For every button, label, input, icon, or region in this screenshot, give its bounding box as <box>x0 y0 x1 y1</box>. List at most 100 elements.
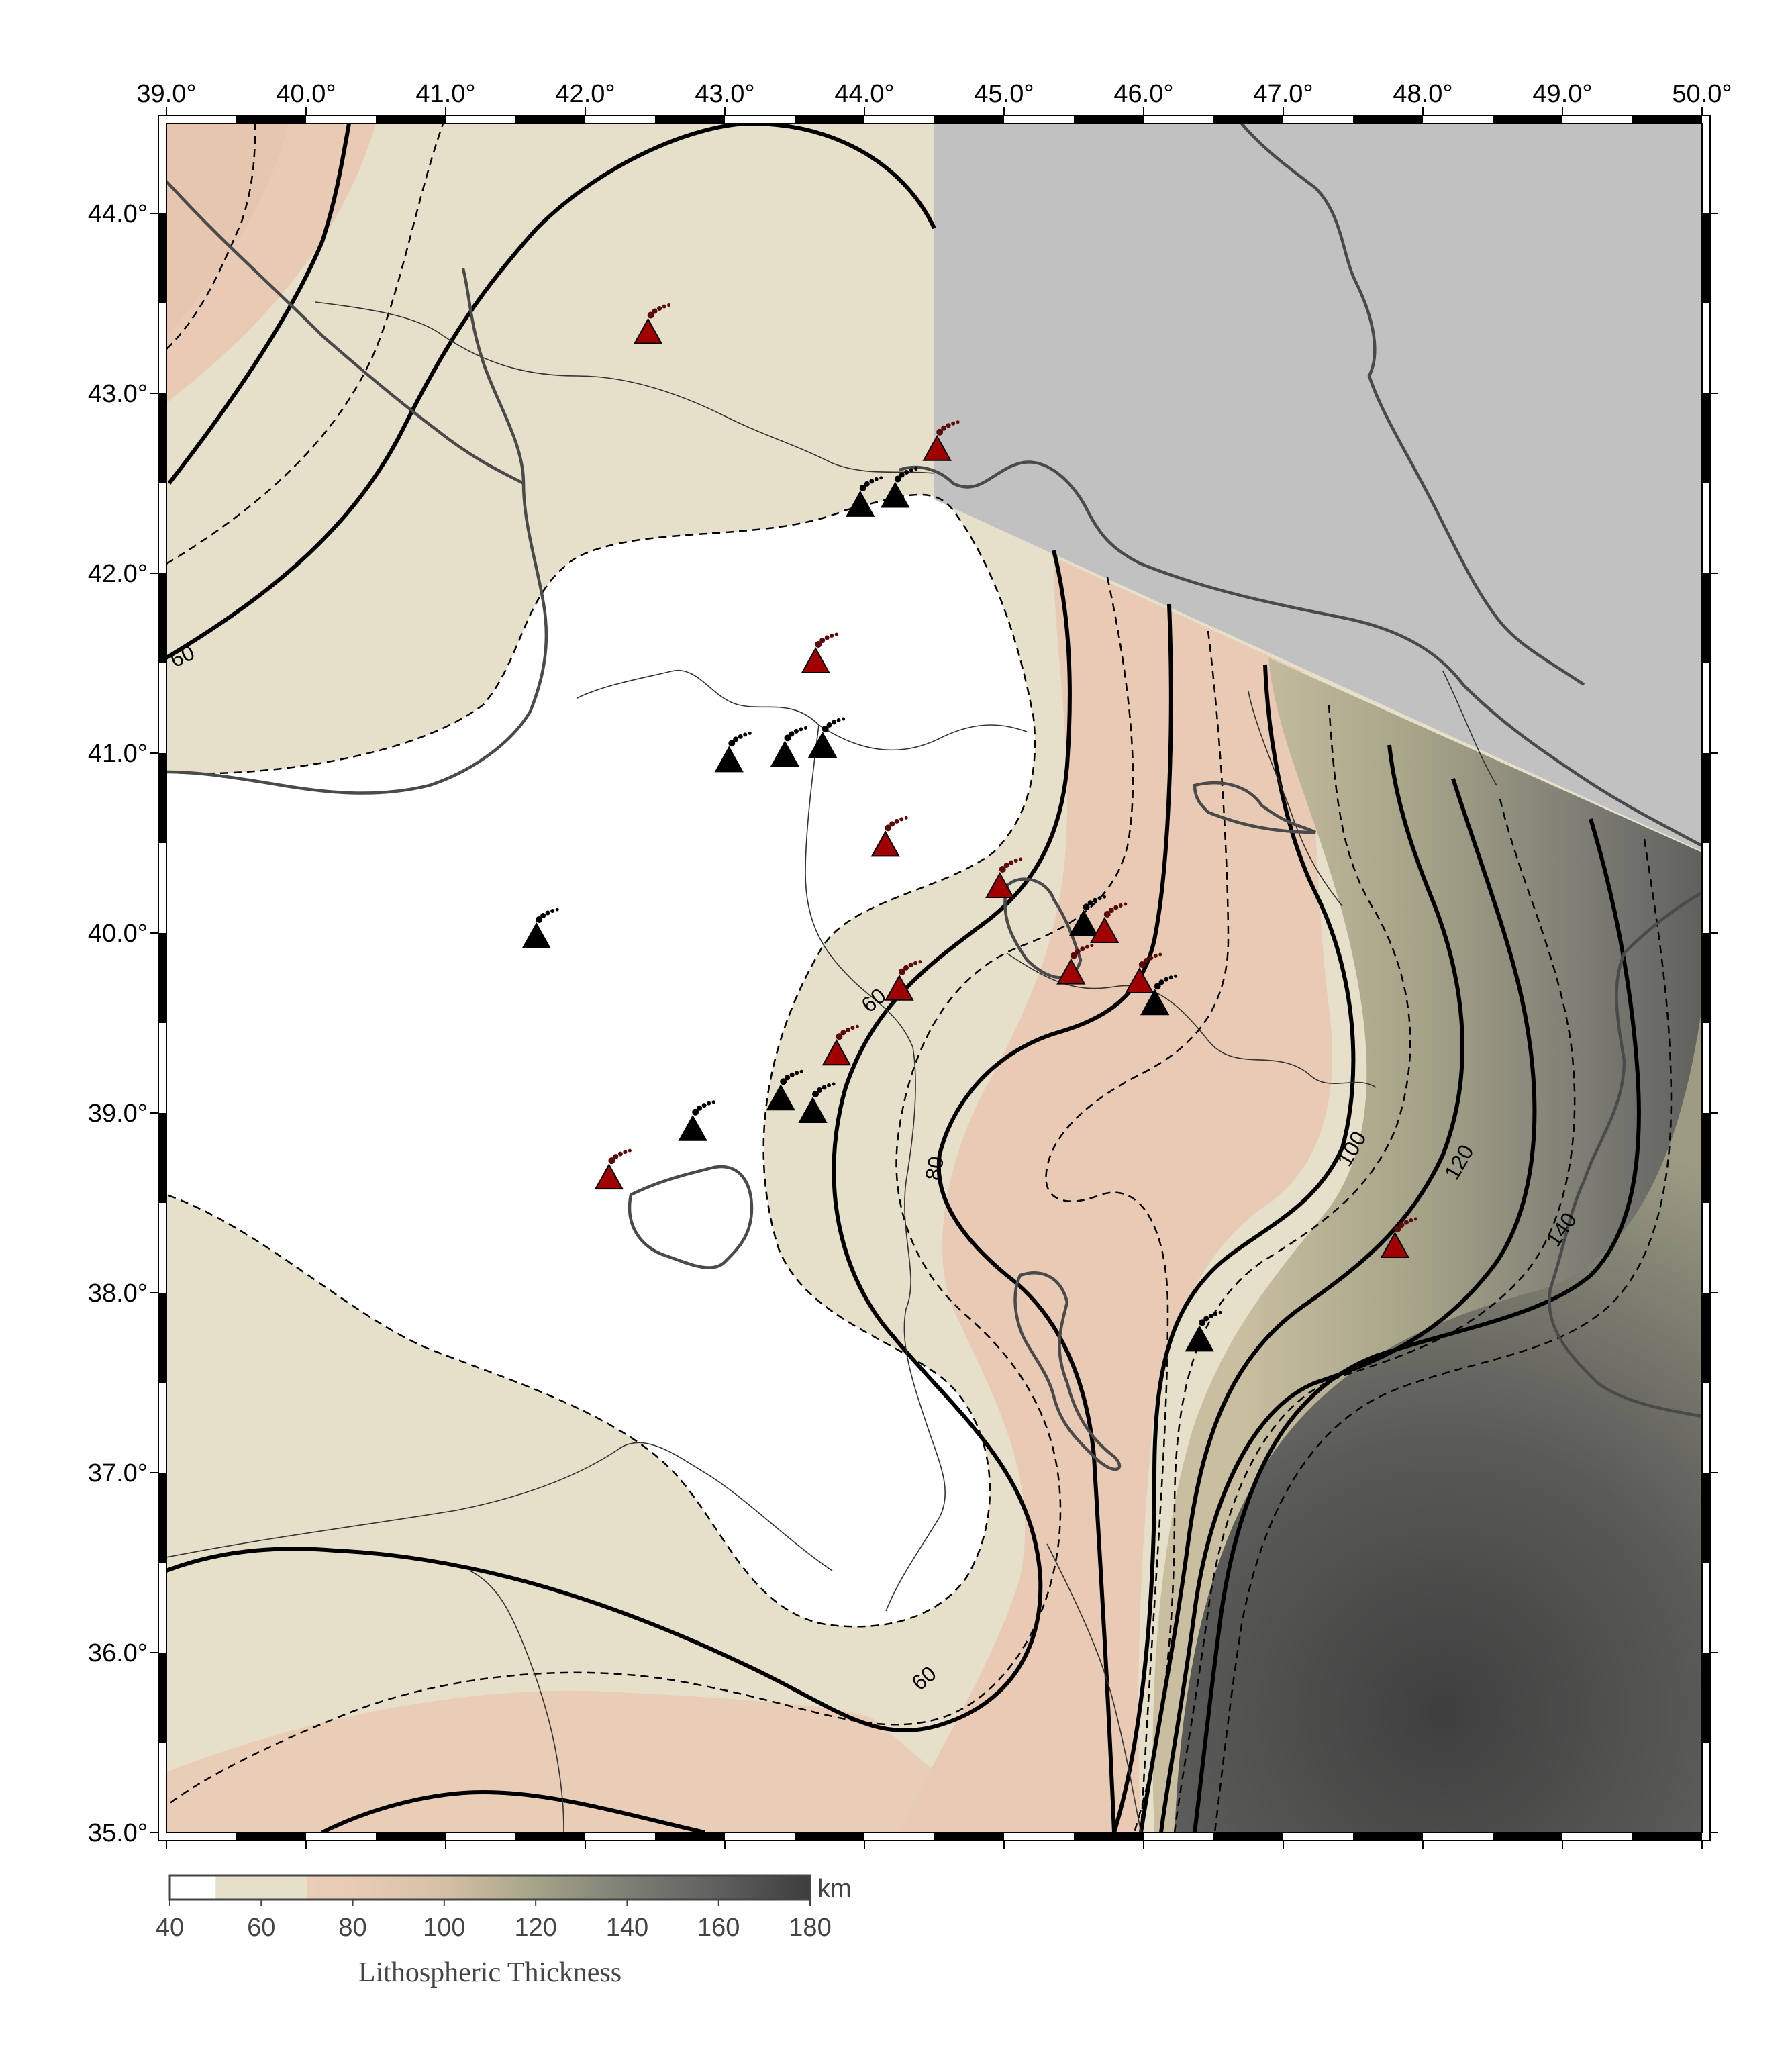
lat-tick-label: 37.0° <box>88 1459 148 1487</box>
volcano-red-icon <box>885 960 922 1001</box>
colorbar-tick-label: 60 <box>247 1914 275 1942</box>
thin-zone-white <box>166 494 1035 1627</box>
lon-tick-label: 42.0° <box>555 80 615 108</box>
frame-segment <box>1702 393 1710 483</box>
frame-segment <box>1213 1832 1283 1841</box>
frame-segment <box>1702 1113 1710 1203</box>
frame-segment <box>1632 1832 1702 1841</box>
frame-segment <box>1353 115 1423 124</box>
frame-segment <box>1493 115 1562 124</box>
frame-segment <box>376 115 446 124</box>
dark-zone-se <box>1175 1007 1702 1832</box>
frame-segment <box>158 933 166 1023</box>
volcano-black-icon <box>1068 895 1107 936</box>
colorbar-gradient <box>168 1874 811 1901</box>
colorbar-tick-label: 140 <box>606 1914 648 1942</box>
frame-segment <box>1493 1832 1562 1841</box>
lat-tick-label: 36.0° <box>88 1639 148 1667</box>
lon-tick-label: 44.0° <box>834 80 894 108</box>
lat-tick-label: 39.0° <box>88 1099 148 1128</box>
contours-minor <box>166 124 1673 1832</box>
frame-segment <box>795 1832 864 1841</box>
volcano-red-icon <box>922 420 960 461</box>
colorbar-tick-label: 40 <box>156 1914 184 1942</box>
colorbar-tick-label: 180 <box>789 1914 831 1942</box>
lon-tick-label: 48.0° <box>1393 80 1452 108</box>
lat-tick-label: 44.0° <box>88 200 148 228</box>
colorbar: 40 60 80 100 120 140 160 180 km Lithospheric Th… <box>156 1874 852 1988</box>
frame-segment <box>158 573 166 663</box>
volcano-layer <box>521 303 1417 1352</box>
frame-segment <box>158 393 166 483</box>
volcano-black-icon <box>714 731 752 773</box>
volcano-red-icon <box>1090 902 1128 943</box>
frame-segment <box>236 115 306 124</box>
frame-segment <box>1353 1832 1423 1841</box>
peach-zone-central <box>899 557 1333 1832</box>
volcano-black-icon <box>766 1069 803 1111</box>
frame-segment <box>158 753 166 843</box>
colorbar-tick-label: 120 <box>514 1914 556 1942</box>
volcano-black-icon <box>521 908 559 949</box>
frame-segment <box>1702 753 1710 843</box>
lat-tick-label: 42.0° <box>88 560 148 588</box>
volcano-red-icon <box>1380 1217 1417 1258</box>
frame-segment <box>158 1473 166 1563</box>
frame-segment <box>1702 1473 1710 1563</box>
frame-segment <box>1632 115 1702 124</box>
volcano-red-icon <box>985 857 1023 898</box>
colorbar-title: Lithospheric Thickness <box>358 1957 621 1988</box>
contours-major <box>166 124 1641 1832</box>
colorbar-tick-label: 80 <box>338 1914 366 1942</box>
colorbar-unit: km <box>817 1875 852 1903</box>
lat-tick-label: 38.0° <box>88 1279 148 1308</box>
volcano-red-icon <box>1125 952 1162 994</box>
frame-segment <box>236 1832 306 1841</box>
frame-segment <box>1702 213 1710 303</box>
frame-segment <box>934 1832 1004 1841</box>
volcano-black-icon <box>770 726 807 767</box>
volcano-black-icon <box>678 1100 715 1141</box>
lat-tick-label: 40.0° <box>88 920 148 948</box>
frame-segment <box>376 1832 446 1841</box>
volcano-black-icon <box>881 467 918 508</box>
frame-segment <box>158 1293 166 1383</box>
lon-tick-label: 41.0° <box>415 80 475 108</box>
map-frame <box>158 115 1711 1841</box>
volcano-red-icon <box>594 1148 632 1190</box>
longitude-labels: 39.0° 40.0° 41.0° 42.0° 43.0° 44.0° 45.0° 46.0°… <box>136 80 1732 1849</box>
lat-tick-label: 43.0° <box>88 380 148 408</box>
frame-segment <box>1702 573 1710 663</box>
frame-segment <box>1702 1653 1710 1743</box>
colorbar-tick-label: 160 <box>697 1914 740 1942</box>
frame-segment <box>795 115 864 124</box>
coastlines <box>166 124 1702 1471</box>
volcano-red-icon <box>801 632 838 673</box>
lon-tick-label: 45.0° <box>974 80 1034 108</box>
thickness-field <box>166 124 1702 1832</box>
lon-tick-label: 43.0° <box>695 80 754 108</box>
frame-segment <box>655 115 725 124</box>
peach-zone-south <box>166 1690 1007 1832</box>
lon-tick-label: 46.0° <box>1113 80 1173 108</box>
lon-tick-label: 49.0° <box>1532 80 1592 108</box>
frame-segment <box>1074 115 1144 124</box>
volcano-black-icon <box>846 476 883 517</box>
frame-segment <box>158 1653 166 1743</box>
frame-segment <box>158 213 166 303</box>
lat-tick-label: 35.0° <box>88 1819 148 1847</box>
frame-segment <box>934 115 1004 124</box>
volcano-red-icon <box>633 303 671 344</box>
frame-segment <box>1074 1832 1144 1841</box>
country-borders <box>166 301 1497 1832</box>
volcano-red-icon <box>822 1024 859 1066</box>
lon-tick-label: 50.0° <box>1672 80 1732 108</box>
frame-segment <box>515 115 585 124</box>
lon-tick-label: 40.0° <box>276 80 336 108</box>
frame-segment <box>158 1113 166 1203</box>
contour-label-80: 80 <box>920 1155 948 1182</box>
frame-segment <box>1702 933 1710 1023</box>
volcano-red-icon <box>1056 944 1094 985</box>
volcano-black-icon <box>798 1082 836 1123</box>
volcano-black-icon <box>1140 974 1178 1016</box>
